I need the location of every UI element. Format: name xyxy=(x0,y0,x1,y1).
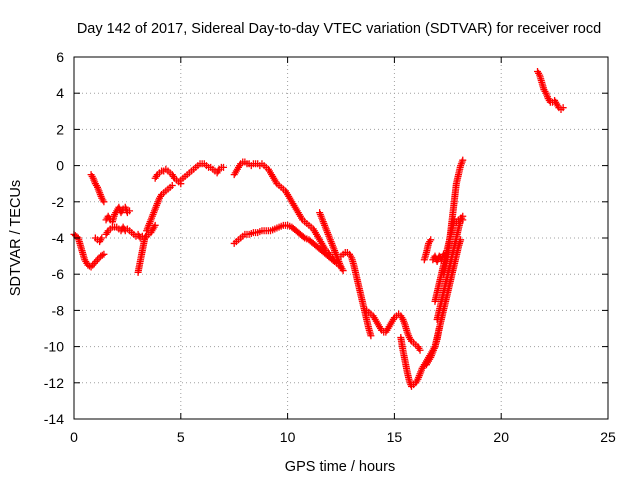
y-tick-label: 2 xyxy=(56,121,64,137)
series-5 xyxy=(134,232,150,276)
data-point xyxy=(98,234,106,242)
series-7 xyxy=(143,182,176,235)
series-1 xyxy=(87,171,108,206)
series-17 xyxy=(420,236,435,264)
series-19 xyxy=(422,236,465,369)
data-point xyxy=(98,251,106,259)
y-axis-label: SDTVAR / TECUs xyxy=(8,180,24,296)
x-tick-label: 5 xyxy=(177,429,185,445)
series-18 xyxy=(429,250,450,266)
data-point xyxy=(459,212,467,220)
series-2 xyxy=(91,234,106,246)
x-tick-label: 25 xyxy=(600,429,616,445)
x-axis-label: GPS time / hours xyxy=(285,459,395,475)
data-point xyxy=(220,163,228,171)
series-8 xyxy=(151,165,185,188)
data-points xyxy=(70,67,567,390)
axis-ticks xyxy=(73,56,609,420)
y-tick-label: -4 xyxy=(52,230,65,246)
series-21 xyxy=(440,156,467,278)
y-tick-label: 4 xyxy=(56,85,64,101)
data-point xyxy=(416,346,424,354)
data-point xyxy=(100,250,108,258)
data-point xyxy=(85,262,93,270)
y-tick-label: -10 xyxy=(44,339,64,355)
y-tick-label: -2 xyxy=(52,194,65,210)
data-point xyxy=(459,156,467,164)
series-3 xyxy=(102,203,134,226)
series-10 xyxy=(230,158,345,271)
tick-labels: 0 5 10 15 20 25 -14 -12 -10 -8 -6 -4 -2 0 2 4 6 xyxy=(44,49,616,445)
data-point xyxy=(559,104,567,112)
x-tick-label: 15 xyxy=(387,429,403,445)
data-point xyxy=(126,207,134,215)
data-point xyxy=(100,198,108,206)
chart-title: Day 142 of 2017, Sidereal Day-to-day VTE… xyxy=(77,21,601,37)
series-14 xyxy=(363,306,424,354)
y-tick-label: -14 xyxy=(44,411,64,427)
x-tick-label: 0 xyxy=(70,429,78,445)
y-tick-label: -8 xyxy=(52,302,65,318)
series-15 xyxy=(397,325,443,390)
grid-lines xyxy=(74,57,608,419)
data-point xyxy=(299,233,307,241)
series-13 xyxy=(337,248,375,340)
x-tick-label: 20 xyxy=(493,429,509,445)
series-22 xyxy=(534,67,567,113)
y-tick-label: 6 xyxy=(56,49,64,65)
series-9 xyxy=(177,160,228,184)
series-4 xyxy=(102,223,140,240)
data-point xyxy=(168,182,176,190)
y-tick-label: -12 xyxy=(44,375,64,391)
y-tick-label: 0 xyxy=(56,158,64,174)
x-tick-label: 10 xyxy=(280,429,296,445)
series-11 xyxy=(230,221,343,267)
data-point xyxy=(151,221,159,229)
series-20 xyxy=(433,212,467,323)
data-point xyxy=(339,267,347,275)
series-12 xyxy=(316,209,347,275)
y-tick-label: -6 xyxy=(52,266,65,282)
data-point xyxy=(427,236,435,244)
data-point xyxy=(367,332,375,340)
